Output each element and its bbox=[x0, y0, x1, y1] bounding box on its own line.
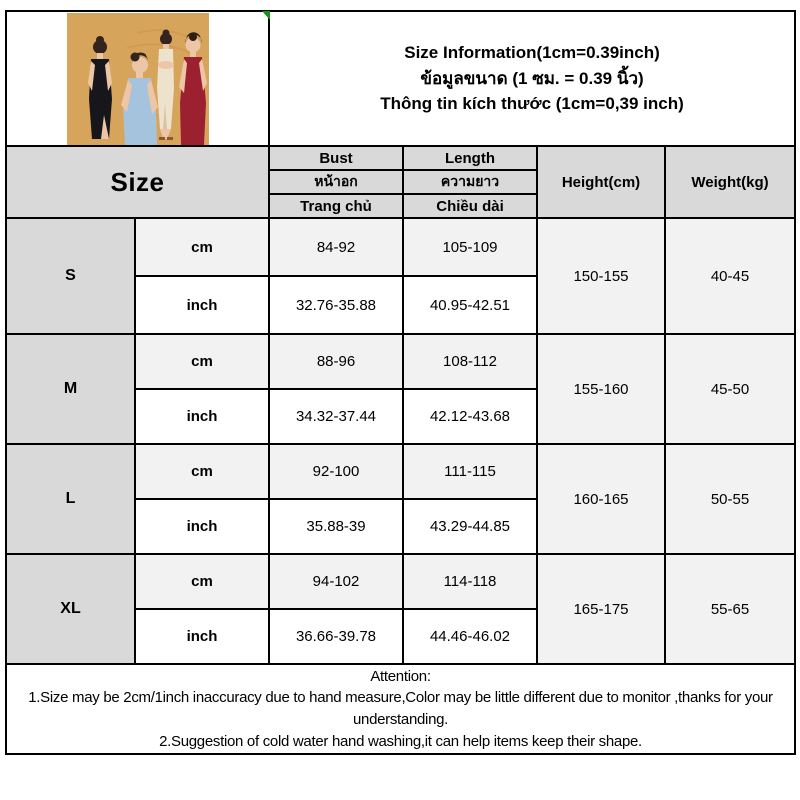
unit-cm-s: cm bbox=[134, 217, 270, 277]
size-information-title: Size Information(1cm=0.39inch) ข้อมูลขนา… bbox=[267, 10, 797, 147]
size-row-label-m: M bbox=[5, 333, 136, 445]
attention-note: Attention: 1.Size may be 2cm/1inch inacc… bbox=[4, 663, 797, 755]
bust-header-vi: Trang chủ bbox=[268, 193, 404, 219]
size-column-header: Size bbox=[5, 145, 270, 219]
length-cm-m: 108-112 bbox=[402, 333, 538, 390]
attention-line-1: 1.Size may be 2cm/1inch inaccuracy due t… bbox=[28, 689, 773, 728]
bust-inch-xl: 36.66-39.78 bbox=[268, 608, 404, 665]
length-inch-xl: 44.46-46.02 bbox=[402, 608, 538, 665]
unit-inch-s: inch bbox=[134, 275, 270, 335]
bust-inch-s: 32.76-35.88 bbox=[268, 275, 404, 335]
length-inch-l: 43.29-44.85 bbox=[402, 498, 538, 555]
height-m: 155-160 bbox=[536, 333, 666, 445]
weight-m: 45-50 bbox=[663, 333, 797, 445]
bust-inch-l: 35.88-39 bbox=[268, 498, 404, 555]
length-header-en: Length bbox=[402, 145, 538, 171]
attention-line-2: 2.Suggestion of cold water hand washing,… bbox=[159, 732, 642, 750]
length-cm-l: 111-115 bbox=[402, 443, 538, 500]
size-row-label-xl: XL bbox=[5, 553, 136, 665]
unit-cm-l: cm bbox=[134, 443, 270, 500]
bust-header-th: หน้าอก bbox=[268, 169, 404, 195]
height-s: 150-155 bbox=[536, 217, 666, 335]
unit-inch-m: inch bbox=[134, 388, 270, 445]
length-header-vi: Chiều dài bbox=[402, 193, 538, 219]
green-corner-marker-icon bbox=[262, 11, 270, 20]
weight-l: 50-55 bbox=[663, 443, 797, 555]
bust-cm-s: 84-92 bbox=[268, 217, 404, 277]
bust-cm-l: 92-100 bbox=[268, 443, 404, 500]
unit-inch-l: inch bbox=[134, 498, 270, 555]
title-line-vietnamese: Thông tin kích thước (1cm=0,39 inch) bbox=[380, 94, 684, 114]
unit-cm-m: cm bbox=[134, 333, 270, 390]
length-inch-s: 40.95-42.51 bbox=[402, 275, 538, 335]
length-cm-xl: 114-118 bbox=[402, 553, 538, 610]
unit-cm-xl: cm bbox=[134, 553, 270, 610]
bust-cm-m: 88-96 bbox=[268, 333, 404, 390]
weight-s: 40-45 bbox=[663, 217, 797, 335]
length-inch-m: 42.12-43.68 bbox=[402, 388, 538, 445]
size-table: Size Information(1cm=0.39inch) ข้อมูลขนา… bbox=[4, 10, 797, 755]
bust-header-en: Bust bbox=[268, 145, 404, 171]
length-header-th: ความยาว bbox=[402, 169, 538, 195]
weight-xl: 55-65 bbox=[663, 553, 797, 665]
weight-column-header: Weight(kg) bbox=[663, 145, 797, 219]
title-line-english: Size Information(1cm=0.39inch) bbox=[404, 43, 660, 63]
height-column-header: Height(cm) bbox=[536, 145, 666, 219]
dress-models-illustration bbox=[66, 13, 209, 144]
height-xl: 165-175 bbox=[536, 553, 666, 665]
attention-heading: Attention: bbox=[370, 667, 431, 685]
size-row-label-s: S bbox=[5, 217, 136, 335]
product-photo bbox=[8, 13, 267, 144]
title-line-thai: ข้อมูลขนาด (1 ซม. = 0.39 นิ้ว) bbox=[420, 68, 644, 88]
unit-inch-xl: inch bbox=[134, 608, 270, 665]
length-cm-s: 105-109 bbox=[402, 217, 538, 277]
height-l: 160-165 bbox=[536, 443, 666, 555]
bust-cm-xl: 94-102 bbox=[268, 553, 404, 610]
size-row-label-l: L bbox=[5, 443, 136, 555]
product-photo-cell bbox=[5, 10, 270, 147]
bust-inch-m: 34.32-37.44 bbox=[268, 388, 404, 445]
